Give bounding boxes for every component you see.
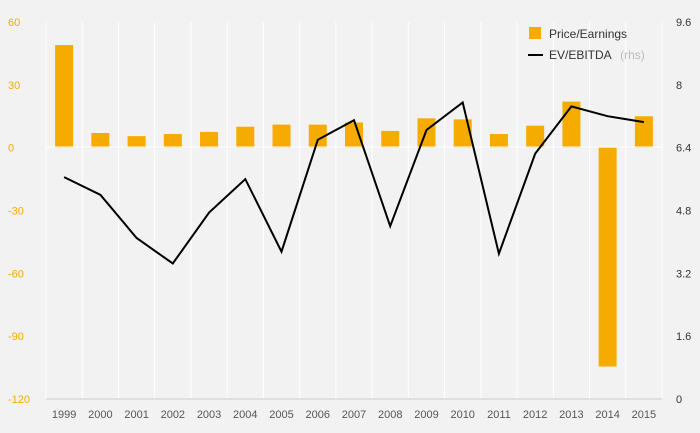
legend-label-ev-ebitda-name: EV/EBITDA	[549, 48, 612, 62]
left-tick-label: -120	[8, 394, 30, 406]
bar-2014	[598, 147, 617, 367]
x-tick-label: 2001	[124, 409, 148, 421]
x-tick-label: 2008	[378, 409, 402, 421]
x-tick-label: 2014	[595, 409, 619, 421]
right-tick-label: 0	[676, 394, 682, 406]
right-tick-label: 9.6	[676, 17, 691, 29]
legend: Price/Earnings EV/EBITDA (rhs)	[528, 27, 645, 63]
right-tick-label: 8	[676, 80, 682, 92]
bar-2004	[236, 126, 255, 148]
legend-label-ev-ebitda-suffix: (rhs)	[620, 48, 645, 62]
x-axis-ticks: 1999 2000 2001 2002 2003 2004 2005 2006 2007 2008…	[52, 409, 656, 421]
bar-2001	[127, 136, 146, 148]
x-tick-label: 2010	[450, 409, 474, 421]
left-tick-label: -60	[8, 268, 24, 280]
x-tick-label: 1999	[52, 409, 76, 421]
right-tick-label: 4.8	[676, 206, 691, 218]
left-tick-label: -30	[8, 206, 24, 218]
line-series-ev-ebitda	[63, 100, 645, 265]
right-tick-label: 6.4	[676, 143, 691, 155]
bar-2007	[345, 122, 363, 148]
bar-2006	[308, 124, 327, 148]
x-tick-label: 2015	[632, 409, 656, 421]
legend-swatch-price-earnings	[529, 27, 541, 39]
x-tick-label: 2012	[523, 409, 547, 421]
bar-2012	[526, 125, 545, 148]
x-tick-label: 2011	[487, 409, 511, 421]
left-tick-label: -90	[8, 331, 24, 343]
right-tick-label: 3.2	[676, 268, 691, 280]
bar-series-price-earnings	[55, 45, 653, 367]
x-tick-label: 2003	[197, 409, 221, 421]
left-tick-label: 30	[8, 80, 20, 92]
right-tick-label: 1.6	[676, 331, 691, 343]
bar-2005	[272, 124, 291, 148]
bar-2011	[489, 134, 508, 148]
left-tick-label: 60	[8, 17, 20, 29]
x-tick-label: 2000	[88, 409, 112, 421]
left-axis-ticks: 60 30 0 -30 -60 -90 -120	[8, 17, 30, 406]
right-axis-ticks: 9.6 8 6.4 4.8 3.2 1.6 0	[676, 17, 691, 406]
x-tick-label: 2006	[306, 409, 330, 421]
grid-lines	[45, 22, 663, 399]
bar-2008	[381, 130, 400, 148]
x-tick-label: 2002	[161, 409, 185, 421]
bar-2003	[200, 131, 219, 148]
bar-2015	[634, 116, 653, 148]
x-tick-label: 2013	[559, 409, 583, 421]
bar-2000	[91, 133, 110, 148]
x-tick-label: 2007	[342, 409, 366, 421]
legend-label-ev-ebitda: EV/EBITDA (rhs)	[549, 46, 645, 63]
bar-1999	[55, 45, 74, 148]
x-tick-label: 2005	[269, 409, 293, 421]
left-tick-label: 0	[8, 143, 14, 155]
legend-label-price-earnings: Price/Earnings	[549, 27, 627, 41]
x-tick-label: 2004	[233, 409, 257, 421]
bar-2002	[163, 134, 182, 148]
bar-2009	[417, 118, 436, 148]
x-tick-label: 2009	[414, 409, 438, 421]
bar-2010	[453, 119, 472, 148]
